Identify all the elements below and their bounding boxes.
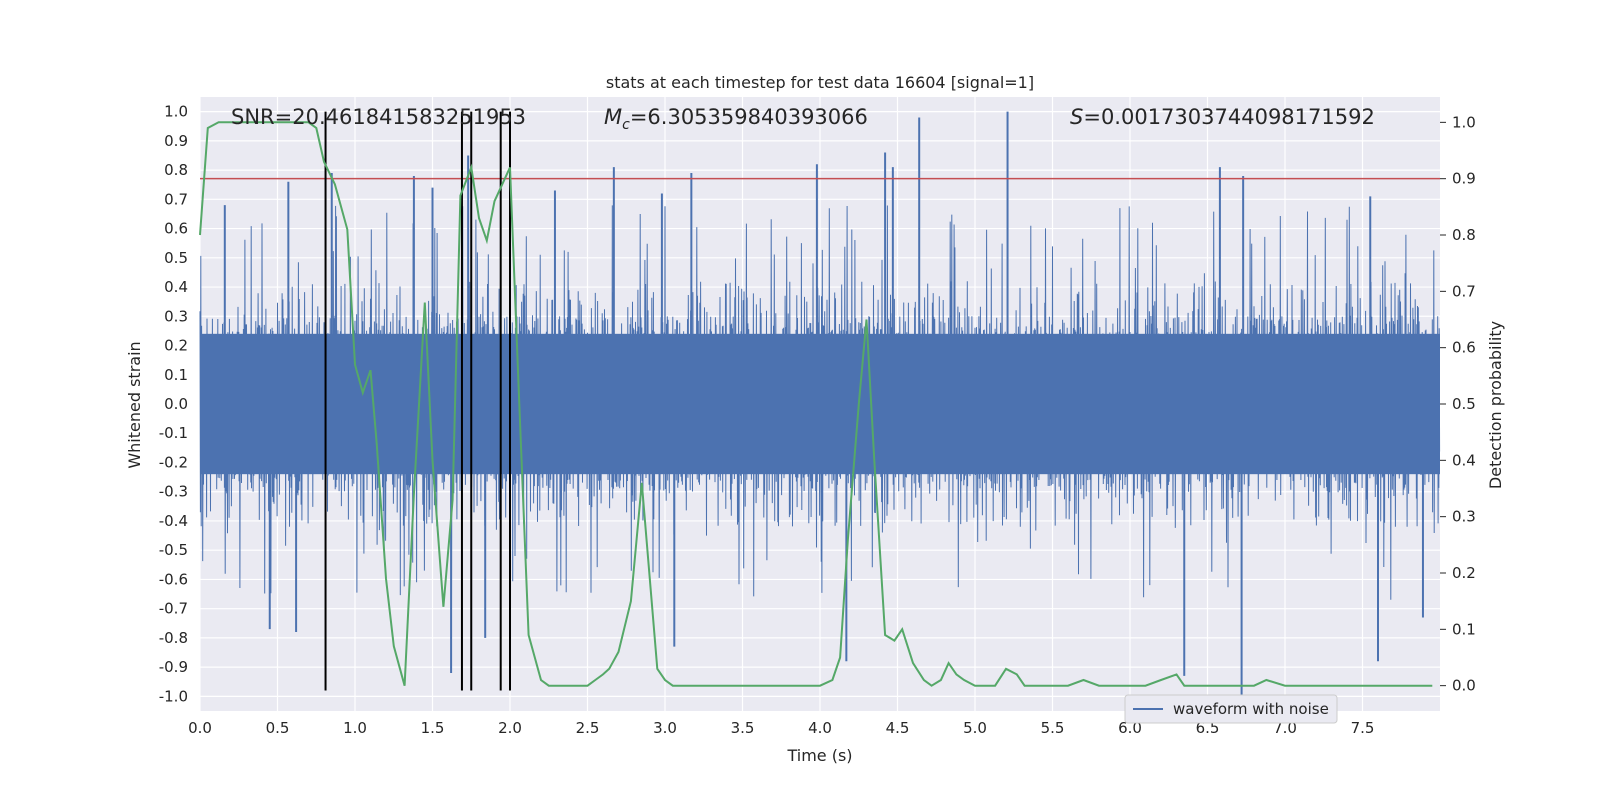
x-tick-label: 2.5 xyxy=(576,719,600,737)
legend-box xyxy=(1124,694,1338,724)
y-tick-label: -0.9 xyxy=(159,658,188,676)
y-tick-label: -0.4 xyxy=(159,512,188,530)
x-tick-label: 1.5 xyxy=(421,719,445,737)
y-right-tick-label: 0.2 xyxy=(1452,564,1476,582)
x-tick-label: 0.0 xyxy=(188,719,212,737)
legend: waveform with noise xyxy=(1124,694,1338,724)
x-tick-label: 1.0 xyxy=(343,719,367,737)
marker-lines xyxy=(324,111,511,691)
x-tick-label: 2.0 xyxy=(498,719,522,737)
y-tick-label: 1.0 xyxy=(164,103,188,121)
waveform-core-band xyxy=(200,333,1440,475)
s-statistic-annotation: S=0.0017303744098171592 xyxy=(1070,105,1375,129)
y-right-tick-label: 0.3 xyxy=(1452,508,1476,526)
waveform-series xyxy=(199,111,1441,697)
chirp-mass-annotation: Mc=6.305359840393066 xyxy=(604,105,868,133)
y-tick-label: 0.9 xyxy=(164,132,188,150)
y-right-tick-label: 0.0 xyxy=(1452,677,1476,695)
chirp-mass-symbol: M xyxy=(604,105,622,129)
x-tick-label: 7.5 xyxy=(1351,719,1375,737)
x-tick-label: 5.5 xyxy=(1041,719,1065,737)
y-tick-label: -0.6 xyxy=(159,570,188,588)
y-right-axis-label: Detection probability xyxy=(1486,321,1505,489)
y-tick-label: 0.6 xyxy=(164,220,188,238)
y-tick-label: 0.2 xyxy=(164,337,188,355)
y-right-tick-label: 0.4 xyxy=(1452,451,1476,469)
y-tick-label: -0.3 xyxy=(159,483,188,501)
y-right-tick-label: 0.9 xyxy=(1452,170,1476,188)
x-axis-label: Time (s) xyxy=(786,746,852,765)
s-statistic-symbol: S xyxy=(1070,105,1083,129)
y-right-tick-label: 0.5 xyxy=(1452,395,1476,413)
probability-series xyxy=(199,121,1433,687)
x-tick-label: 3.0 xyxy=(653,719,677,737)
y-tick-label: -0.2 xyxy=(159,453,188,471)
y-tick-label: -0.1 xyxy=(159,424,188,442)
y-tick-label: -0.8 xyxy=(159,629,188,647)
y-right-tick-label: 0.1 xyxy=(1452,620,1476,638)
x-tick-label: 4.0 xyxy=(808,719,832,737)
y-right-tick-label: 0.7 xyxy=(1452,282,1476,300)
x-tick-label: 0.5 xyxy=(266,719,290,737)
x-tick-label: 3.5 xyxy=(731,719,755,737)
x-tick-label: 4.5 xyxy=(886,719,910,737)
x-tick-label: 5.0 xyxy=(963,719,987,737)
s-statistic-value: =0.0017303744098171592 xyxy=(1083,105,1375,129)
y-tick-label: -0.5 xyxy=(159,541,188,559)
y-right-tick-label: 1.0 xyxy=(1452,113,1476,131)
y-tick-label: 0.3 xyxy=(164,307,188,325)
legend-label: waveform with noise xyxy=(1173,700,1329,718)
snr-annotation: SNR=20.461841583251953 xyxy=(231,105,526,129)
y-axis-label: Whitened strain xyxy=(125,341,144,468)
y-axis-ticks: 1.0 0.9 0.8 0.7 0.6 0.5 0.4 0.3 0.2 0.1 0.0 -0.1 -0.… xyxy=(159,103,188,706)
y-tick-label: 0.8 xyxy=(164,161,188,179)
x-axis-ticks: 0.0 0.5 1.0 1.5 2.0 2.5 3.0 3.5 4.0 4.5 5.0 5.5 6.0 6… xyxy=(188,719,1374,737)
y-tick-label: 0.5 xyxy=(164,249,188,267)
probability-line xyxy=(199,121,1433,687)
y-tick-label: 0.1 xyxy=(164,366,188,384)
chirp-mass-subscript: c xyxy=(622,117,630,133)
y-tick-label: 0.4 xyxy=(164,278,188,296)
y-right-tick-label: 0.6 xyxy=(1452,339,1476,357)
chart-title: stats at each timestep for test data 166… xyxy=(606,73,1034,92)
y-tick-label: -1.0 xyxy=(159,687,188,705)
y-right-axis-ticks: 1.0 0.9 0.8 0.7 0.6 0.5 0.4 0.3 0.2 0.1 0.0 xyxy=(1440,113,1476,695)
y-tick-label: 0.0 xyxy=(164,395,188,413)
y-tick-label: -0.7 xyxy=(159,600,188,618)
y-right-tick-label: 0.8 xyxy=(1452,226,1476,244)
chirp-mass-value: =6.305359840393066 xyxy=(630,105,868,129)
y-tick-label: 0.7 xyxy=(164,190,188,208)
